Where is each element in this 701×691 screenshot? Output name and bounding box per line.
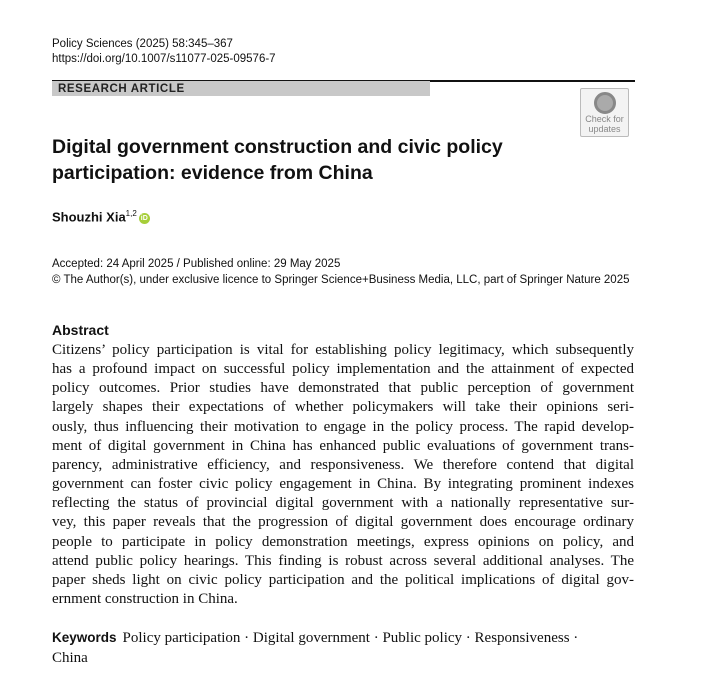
abstract-line: policy outcomes. Prior studies have demo…	[52, 380, 634, 397]
abstract-line: government can foster civic policy engag…	[52, 476, 634, 493]
check-for-updates-button[interactable]: Check for updates	[580, 88, 629, 137]
author-affiliations: 1,2	[125, 209, 137, 218]
keywords-line-2: China	[52, 649, 88, 666]
check-updates-label-2: updates	[588, 124, 621, 134]
article-title: Digital government construction and civi…	[52, 134, 503, 186]
abstract-line: attend public policy hearings. This find…	[52, 552, 634, 569]
check-updates-icon	[593, 92, 616, 114]
abstract-line: has a profound impact on successful poli…	[52, 361, 634, 378]
abstract-line: ously, thus influencing their motivation…	[52, 418, 634, 435]
journal-header: Policy Sciences (2025) 58:345–367 https:…	[52, 37, 276, 67]
author: Shouzhi Xia1,2iD	[52, 209, 150, 225]
author-name[interactable]: Shouzhi Xia	[52, 209, 126, 225]
abstract-line: ment of digital government in China has …	[52, 437, 634, 454]
accepted-published: Accepted: 24 April 2025 / Published onli…	[52, 258, 341, 270]
abstract-line: parency, administrative efficiency, and …	[52, 456, 634, 473]
orcid-icon[interactable]: iD	[138, 213, 150, 225]
check-updates-label: Check for	[585, 114, 624, 124]
abstract-line: Citizens’ policy participation is vital …	[52, 342, 634, 358]
keywords: Keywords Policy participation · Digital g…	[52, 628, 634, 668]
publication-dates: Accepted: 24 April 2025 / Published onli…	[52, 256, 630, 288]
copyright: © The Author(s), under exclusive licence…	[52, 274, 630, 286]
article-type-bar	[52, 81, 430, 96]
abstract-line: reflecting the status of provincial digi…	[52, 495, 634, 512]
title-line-2: participation: evidence from China	[52, 162, 373, 184]
abstract-line: vey, this paper reveals that the progres…	[52, 514, 634, 531]
abstract-heading: Abstract	[52, 322, 109, 338]
keywords-line-1: Policy participation · Digital governmen…	[122, 630, 579, 646]
abstract-line: largely shapes their expectations of whe…	[52, 399, 634, 416]
article-type-label: RESEARCH ARTICLE	[58, 83, 185, 95]
abstract-line: ernment construction in China.	[52, 591, 238, 608]
journal-citation: Policy Sciences (2025) 58:345–367	[52, 38, 233, 50]
title-line-1: Digital government construction and civi…	[52, 136, 503, 158]
header-rule	[52, 80, 635, 82]
abstract-line: people to participate in policy demonstr…	[52, 533, 634, 550]
doi-link[interactable]: https://doi.org/10.1007/s11077-025-09576…	[52, 53, 276, 65]
keywords-label: Keywords	[52, 630, 117, 645]
abstract-body: Citizens’ policy participation is vital …	[52, 341, 634, 609]
abstract-line: paper sheds light on civic policy partic…	[52, 571, 634, 588]
